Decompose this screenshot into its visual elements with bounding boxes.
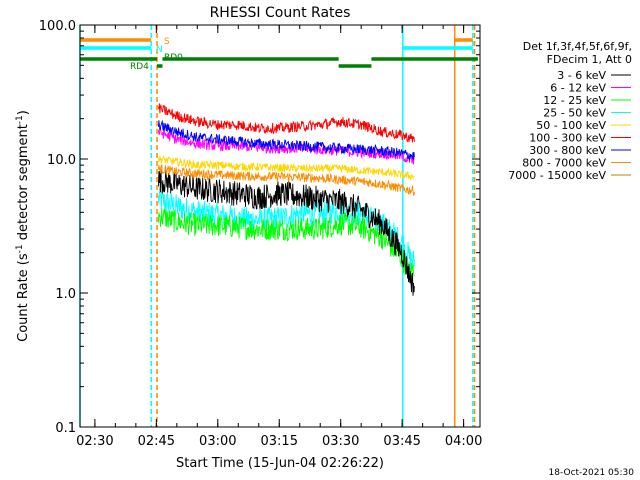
series-line-300-800kev — [157, 119, 415, 161]
legend-label: 6 - 12 keV — [550, 82, 606, 95]
y-axis: 0.1 1.0 10.0 100.0 — [39, 19, 480, 436]
legend-label: 300 - 800 keV — [529, 144, 606, 157]
legend-header-line-1: Det 1f,3f,4f,5f,6f,9f, — [523, 40, 632, 53]
legend-label: 25 - 50 keV — [543, 107, 606, 120]
series-line-100-300kev — [157, 103, 415, 143]
x-tick-label: 04:00 — [445, 434, 482, 449]
chart-title: RHESSI Count Rates — [210, 5, 351, 21]
legend-header-line-2: FDecim 1, Att 0 — [547, 53, 632, 66]
legend-label: 3 - 6 keV — [557, 69, 606, 82]
x-tick-label: 03:45 — [383, 434, 420, 449]
annotation-rd0: RD0 — [164, 53, 183, 63]
legend-label: 7000 - 15000 keV — [508, 169, 606, 182]
series-line-12-25kev — [157, 208, 415, 280]
legend: Det 1f,3f,4f,5f,6f,9f, FDecim 1, Att 0 3… — [508, 40, 632, 182]
legend-label: 50 - 100 keV — [536, 119, 606, 132]
series-line-6-12kev — [157, 126, 415, 165]
legend-label: 100 - 300 keV — [529, 132, 606, 145]
annotation-n: N — [156, 45, 163, 55]
plot-frame — [79, 24, 481, 428]
annotation-s: S — [164, 37, 170, 47]
y-axis-label: Count Rate (s-1 detector segment-1) — [15, 110, 31, 342]
y-tick-label: 1.0 — [55, 287, 76, 302]
series-line-50-100kev — [157, 154, 415, 181]
y-tick-label: 0.1 — [55, 421, 76, 436]
y-tick-label: 10.0 — [47, 153, 76, 168]
legend-label: 12 - 25 keV — [543, 94, 606, 107]
x-tick-label: 03:15 — [261, 434, 298, 449]
series-line-800-7000kev — [157, 163, 415, 196]
generation-timestamp: 18-Oct-2021 05:30 — [549, 468, 635, 478]
x-tick-label: 03:00 — [199, 434, 236, 449]
x-axis-label: Start Time (15-Jun-04 02:26:22) — [176, 456, 384, 471]
x-tick-label: 03:30 — [322, 434, 359, 449]
x-tick-label: 02:30 — [76, 434, 113, 449]
series-line-3-6kev — [157, 169, 415, 296]
annotation-rd4: RD4 — [130, 62, 149, 72]
x-tick-label: 02:45 — [138, 434, 175, 449]
y-tick-label: 100.0 — [39, 19, 76, 34]
legend-label: 800 - 7000 keV — [522, 157, 606, 170]
x-axis: 02:30 02:45 03:00 03:15 03:30 03:45 04:00 — [76, 25, 482, 449]
